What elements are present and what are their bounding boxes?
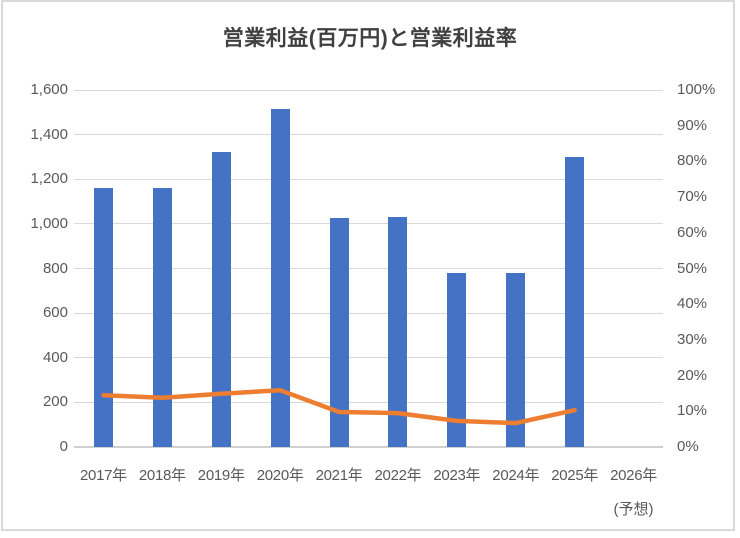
bar-2018年 (152, 188, 172, 447)
gridline (74, 401, 663, 403)
gridline (74, 312, 663, 314)
bar-2023年 (447, 272, 467, 447)
bar-2019年 (211, 152, 231, 447)
x-axis-tick-label: 2018年 (138, 467, 186, 484)
right-axis-tick-label: 20% (677, 366, 708, 384)
gridline (74, 134, 663, 136)
right-axis-tick-label: 100% (677, 81, 716, 98)
right-axis-tick-label: 60% (677, 223, 708, 241)
right-axis-tick-label: 40% (677, 295, 708, 313)
gridline (74, 357, 663, 359)
bar-2024年 (506, 272, 526, 447)
operating-margin-line (101, 387, 577, 426)
gridline (74, 223, 663, 225)
x-axis-tick-label: 2019年 (197, 467, 245, 484)
left-axis-tick-label: 800 (42, 259, 68, 277)
bar-2017年 (93, 188, 113, 447)
left-axis-tick-label: 200 (42, 393, 68, 411)
left-axis-tick-label: 1,000 (30, 214, 68, 232)
gridline (74, 268, 663, 269)
x-axis-tick-label: 2022年 (374, 467, 422, 484)
x-axis-tick-label: 2024年 (492, 467, 540, 484)
x-axis-tick-label: 2021年 (315, 467, 363, 484)
gridline (74, 89, 663, 91)
right-axis-tick-label: 70% (677, 188, 708, 206)
bar-2022年 (388, 217, 408, 447)
x-axis-tick-label: 2025年 (551, 467, 599, 484)
bar-2020年 (270, 108, 290, 447)
chart-title: 営業利益(百万円)と営業利益率 (222, 27, 518, 50)
chart-frame (1, 0, 735, 531)
x-axis-tick-label: 2023年 (433, 467, 481, 484)
right-axis-tick-label: 50% (677, 259, 708, 277)
x-axis-tick-label: 2026年 (610, 467, 657, 484)
left-axis-tick-label: 1,200 (30, 170, 68, 188)
right-axis-tick-label: 0% (677, 438, 699, 455)
right-axis-tick-label: 10% (677, 402, 708, 420)
x-axis-line (74, 446, 663, 448)
forecast-note-label: (予想) (613, 501, 654, 518)
x-axis-tick-label: 2017年 (80, 467, 127, 484)
bar-2021年 (329, 218, 349, 447)
right-axis-tick-label: 30% (677, 330, 708, 348)
left-axis-tick-label: 1,600 (30, 81, 68, 98)
right-axis-tick-label: 80% (677, 152, 708, 170)
left-axis-tick-label: 400 (42, 348, 68, 366)
left-axis-tick-label: 600 (42, 304, 68, 322)
right-axis-tick-label: 90% (677, 116, 708, 134)
x-axis-tick-label: 2020年 (256, 467, 304, 484)
left-axis-tick-label: 0 (59, 438, 68, 455)
left-axis-tick-label: 1,400 (30, 125, 68, 143)
gridline (74, 178, 663, 180)
bar-2025年 (565, 156, 585, 447)
